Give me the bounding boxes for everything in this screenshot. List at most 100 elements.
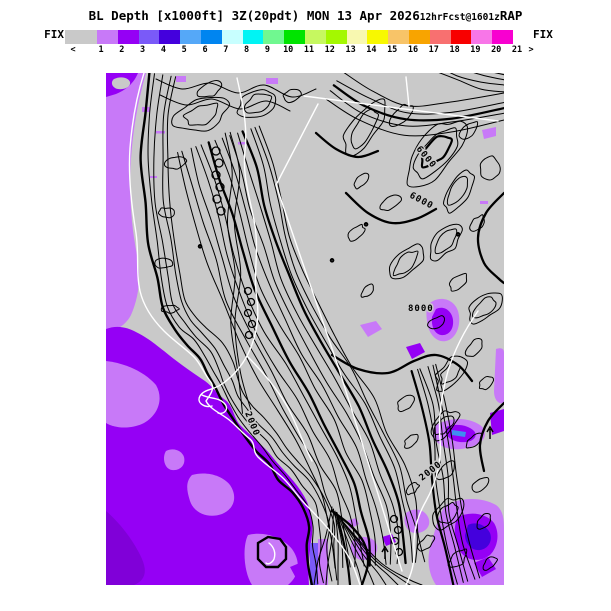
title-main: BL Depth [x1000ft] 3Z(20pdt) MON 13 Apr … (88, 8, 420, 23)
contour-line (241, 130, 407, 565)
colorbar-cell (65, 30, 98, 44)
contour-line (325, 508, 334, 585)
contour-line (200, 144, 365, 567)
contour-line (162, 75, 333, 582)
contour-line (350, 108, 379, 150)
contour-line (139, 73, 314, 585)
fix-label-left: FIX (44, 28, 64, 41)
contour-line (389, 514, 399, 524)
contour-line (171, 96, 231, 132)
colorbar-tick-label: 6 (202, 45, 208, 55)
contour-line (237, 132, 400, 565)
color-scale-bar (65, 30, 514, 44)
contour-line (196, 80, 223, 98)
contour-line (314, 131, 380, 159)
colorbar-tick-label: 4 (160, 45, 166, 55)
color-scale-ticks: <1 2 3 4 5 6 7 8 9 10 11 12 13 14 15 16 17 18 19 20 21 > (0, 45, 611, 56)
colorbar-cell (346, 30, 368, 44)
contour-line (397, 394, 415, 413)
contour-line (469, 214, 485, 232)
contour-line (435, 460, 455, 481)
contour-line (342, 520, 399, 585)
map-area: 6000 6000 8000 2000 2000 (106, 73, 504, 585)
contour-line (442, 169, 476, 214)
colorbar-tick-label: 9 (264, 45, 270, 55)
contour-line (337, 514, 363, 585)
colorbar-tick-label: 3 (140, 45, 146, 55)
colorbar-tick-label: 21 (511, 45, 523, 55)
colorbar-cell (429, 30, 452, 44)
contour-line (247, 319, 257, 329)
contour-line (329, 258, 335, 263)
colorbar-tick-label: 10 (283, 45, 294, 55)
state-border-42n (303, 95, 499, 122)
contour-line (406, 120, 469, 188)
contour-line (244, 330, 254, 340)
contour-line (449, 73, 504, 86)
contour-line (437, 501, 459, 524)
colorbar-tick-label: 19 (470, 45, 481, 55)
colorbar-tick-label: < (70, 45, 76, 55)
contour-line (388, 103, 414, 127)
contour-line (429, 223, 463, 262)
contour-line (153, 74, 324, 584)
contour-line (229, 131, 252, 412)
contour-line (246, 297, 256, 307)
terrain-contours (139, 73, 504, 585)
contour-line (482, 556, 498, 571)
river-nevada (405, 310, 479, 585)
colorbar-cell (138, 30, 160, 44)
state-borders-and-rivers (128, 73, 499, 585)
contour-line (224, 132, 243, 414)
contour-line (324, 97, 504, 137)
contour-line (343, 522, 411, 585)
contour-line (214, 139, 376, 566)
up-arrow-icon (381, 545, 389, 559)
contour-line (363, 222, 369, 227)
colorbar-tick-label: 2 (119, 45, 125, 55)
colorbar-cell (305, 30, 327, 44)
colorbar-tick-label: 17 (428, 45, 439, 55)
contour-line (416, 534, 436, 552)
contour-line (243, 308, 253, 318)
contour-line (410, 370, 455, 585)
contour-line (330, 509, 370, 585)
colorbar-tick-label: 18 (449, 45, 460, 55)
fix-label-right: FIX (533, 28, 553, 41)
contour-line (476, 512, 491, 530)
contour-line (340, 518, 387, 585)
contour-line (243, 286, 253, 296)
contour-line (405, 482, 420, 496)
contour-line (468, 292, 503, 325)
contour-line (182, 102, 219, 126)
contour-line (347, 223, 366, 242)
contour-line (448, 272, 468, 292)
colorbar-tick-label: > (528, 45, 534, 55)
contour-line (388, 243, 425, 280)
coastline (128, 73, 361, 585)
contour-line (345, 524, 423, 585)
contour-line (216, 206, 226, 216)
contour-line (336, 80, 504, 115)
colorbar-tick-label: 14 (366, 45, 377, 55)
contour-line (154, 257, 174, 269)
state-border-vertical (405, 76, 410, 107)
contour-line (420, 134, 454, 169)
up-arrow-icon (486, 425, 494, 439)
colorbar-cell (471, 30, 493, 44)
contour-line (464, 337, 483, 357)
contour-line (215, 182, 225, 192)
contour-line (254, 126, 418, 563)
title-forecast-info: 12hrFcst@1601z (419, 12, 500, 23)
contour-line (221, 137, 387, 565)
contour-line (435, 363, 481, 579)
contour-line (473, 73, 504, 81)
contour-line (177, 152, 336, 569)
contour-line (433, 415, 455, 436)
colorbar-cell (325, 30, 348, 44)
contour-line (207, 141, 371, 567)
colorbar-tick-label: 7 (223, 45, 229, 55)
contour-line (458, 121, 479, 140)
colorbar-tick-label: 11 (303, 45, 315, 55)
